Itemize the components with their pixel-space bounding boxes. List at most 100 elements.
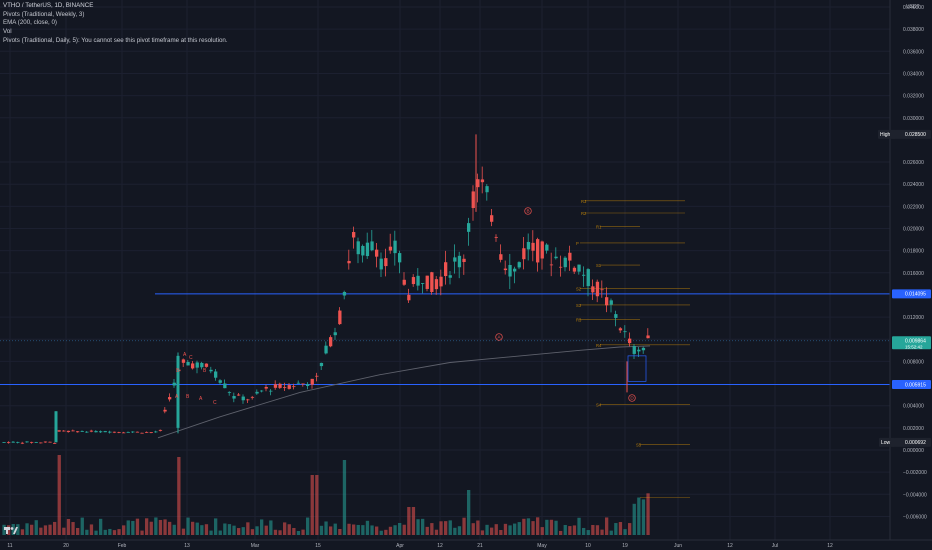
volume-bar [117,529,121,535]
volume-bar [71,522,75,535]
volume-bar [11,524,15,535]
volume-bar [480,530,485,535]
volume-bar [186,517,190,535]
volume-bar [641,499,646,535]
candle-body [434,279,439,290]
spike-candle [176,355,180,428]
volume-bar [181,528,186,535]
candle-body [522,248,526,260]
candle-body [356,241,360,255]
volume-bar [283,522,287,535]
volume-bar [407,507,411,535]
price-tick: 0.000000 [903,448,924,454]
candle-body [503,268,508,271]
price-tick: −0.006000 [903,514,927,520]
horizontal-levels[interactable] [0,293,890,385]
candle-body [2,442,6,443]
legend-pivots-weekly[interactable]: Pivots (Traditional, Weekly, 3) [3,10,85,18]
candle-body [7,442,11,444]
candle-body [402,279,406,285]
volume-bar [393,525,397,535]
candle-body [632,346,636,354]
legend-vol[interactable]: Vol [3,28,12,36]
pattern-label: B [176,368,180,374]
price-tick: 0.032000 [903,94,924,100]
candle-body [549,264,554,266]
high-value: 0.028500 [905,132,926,138]
candle-body [600,289,604,291]
volume-bar [536,517,540,535]
candle-body [582,274,586,276]
candle-body [439,276,443,287]
volume-bar [646,493,650,535]
candle-body [204,363,209,367]
candle-body [559,266,563,268]
candle-body [462,258,466,263]
volume-bar [324,521,328,535]
price-tick: 0.012000 [903,315,924,321]
pivot-label: R3 [581,199,587,204]
candle-body [517,262,521,268]
candle-body [457,255,462,268]
candle-body [94,431,98,433]
volume-bar [421,518,425,535]
symbol-title[interactable]: VTHO / TetherUS, 1D, BINANCE [3,2,94,9]
volume-bar [103,529,107,535]
candle-body [273,384,278,388]
price-tick: 0.002000 [903,426,924,432]
time-tick: 12 [727,543,733,549]
candle-body [614,314,618,318]
candle-body [149,432,153,433]
volume-bar [273,529,278,535]
candle-body [342,291,347,296]
candle-body [499,254,503,260]
high-text: High [880,132,891,138]
volume-bar [145,518,149,535]
tradingview-logo-icon[interactable] [4,527,18,534]
candle-body [572,267,577,272]
candle-body [637,349,641,352]
candle-body [554,256,558,259]
volume-bar [628,523,632,535]
candle-body [25,441,29,443]
time-axis[interactable]: 11 20 Feb 13 Mar 15 Apr 12 21 May 10 19 Jun 12 Jul 12 [0,539,932,549]
pattern-label: B [203,368,207,374]
candle-body [379,258,383,270]
candle-body [347,260,351,264]
candle-body [595,281,600,297]
candle-body [508,265,512,277]
volume-bar [250,529,255,535]
candle-body [301,383,305,385]
candle-body [250,396,255,398]
volume-bar [237,528,241,535]
volume-bar [126,520,130,535]
circle-marker [628,394,636,402]
volume-bar [168,521,172,535]
volume-bar [112,530,117,535]
candle-body [393,240,397,254]
volume-bar [448,520,452,535]
volume-bar [135,518,140,535]
price-tick: −0.004000 [903,492,927,498]
candle-body [448,275,452,278]
legend-pivots-daily[interactable]: Pivots (Traditional, Daily, 5): You cann… [3,36,228,44]
volume-bar [209,530,213,535]
candle-body [609,300,613,305]
candle-body [384,258,388,267]
candle-body [310,378,314,385]
time-tick: Apr [396,543,404,549]
volume-bar [508,525,512,535]
volume-bar [333,523,337,535]
volume-bar [163,519,167,535]
legend-ema[interactable]: EMA (200, close, 0) [3,19,57,27]
volume-bar [352,524,356,535]
level-b-badge [892,379,931,389]
volume-bar [568,526,572,535]
candle-body [591,286,595,293]
volume-bar [526,518,531,535]
volume-bar [131,520,135,535]
price-tick: 0.022000 [903,204,924,210]
